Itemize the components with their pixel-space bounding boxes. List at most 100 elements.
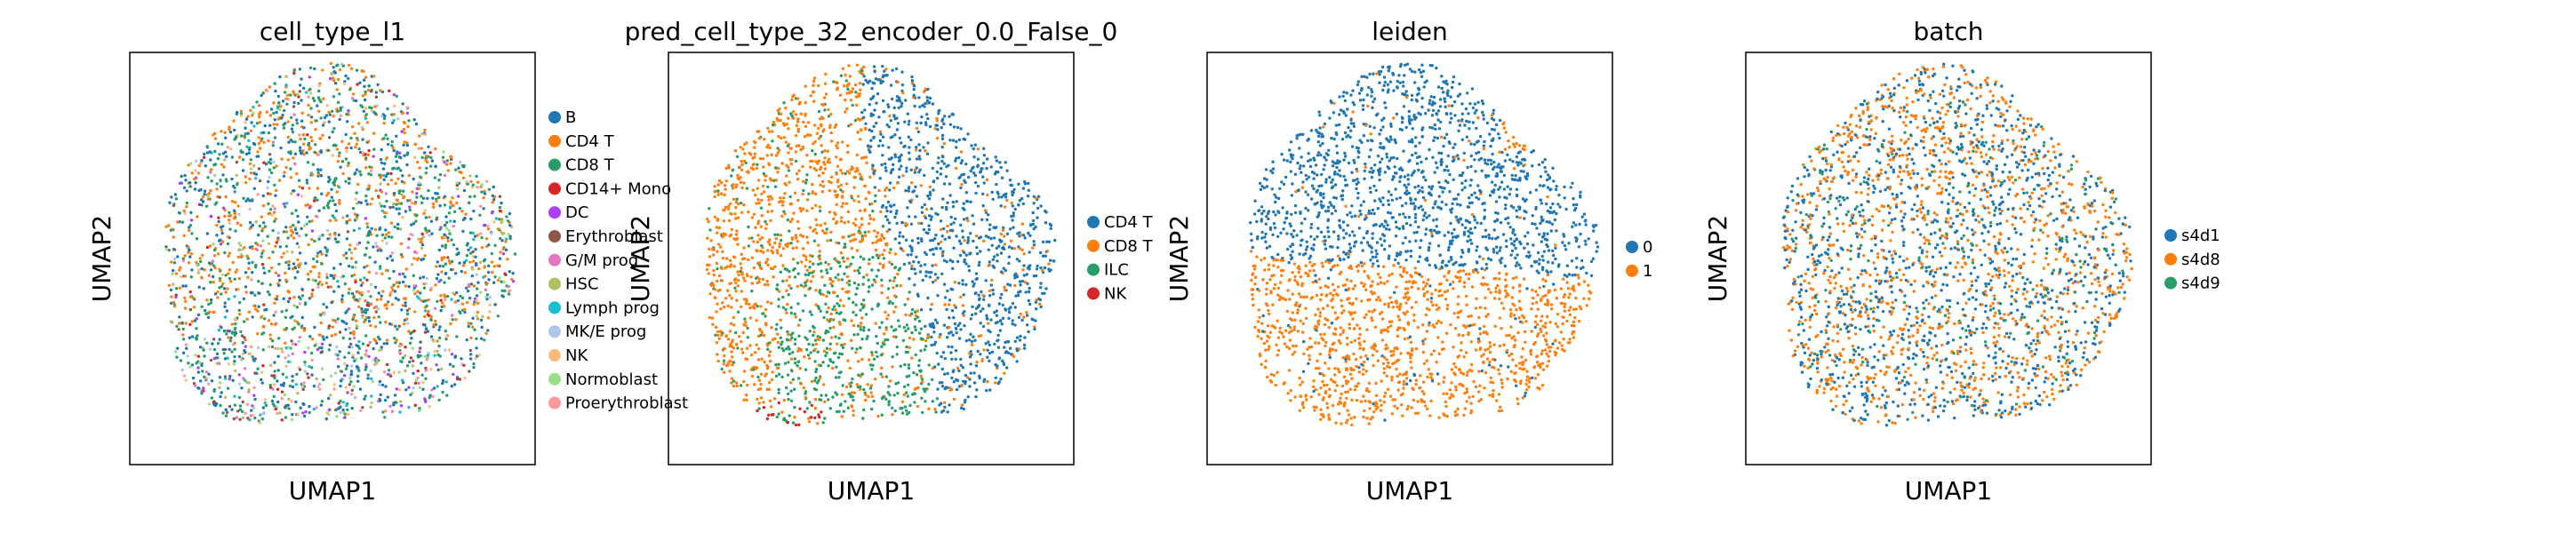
scatter-point	[352, 385, 356, 388]
scatter-point	[238, 243, 243, 247]
scatter-point	[300, 294, 305, 298]
scatter-point	[267, 242, 271, 245]
scatter-point	[339, 379, 343, 383]
scatter-point	[818, 290, 821, 294]
scatter-point	[889, 84, 893, 87]
scatter-point	[862, 184, 867, 188]
scatter-point	[988, 289, 992, 292]
scatter-point	[348, 219, 351, 222]
scatter-point	[212, 310, 215, 314]
scatter-point	[446, 256, 450, 259]
scatter-point	[329, 285, 332, 289]
scatter-point	[500, 218, 504, 221]
scatter-point	[401, 304, 404, 307]
scatter-point	[472, 365, 476, 370]
scatter-point	[244, 411, 247, 415]
scatter-point	[854, 218, 858, 221]
scatter-point	[256, 309, 260, 313]
scatter-point	[208, 150, 212, 154]
scatter-point	[777, 372, 781, 376]
scatter-point	[374, 310, 378, 314]
scatter-point	[170, 195, 173, 199]
scatter-point	[308, 270, 313, 274]
scatter-point	[734, 281, 738, 285]
scatter-point	[281, 99, 285, 103]
scatter-point	[227, 336, 230, 339]
scatter-point	[488, 295, 492, 299]
scatter-point	[287, 259, 291, 264]
scatter-point	[356, 139, 360, 142]
scatter-point	[768, 203, 772, 206]
scatter-point	[326, 237, 330, 241]
scatter-point	[467, 324, 470, 329]
scatter-point	[878, 177, 882, 180]
scatter-point	[399, 242, 404, 246]
scatter-point	[768, 146, 772, 149]
scatter-point	[757, 201, 761, 205]
scatter-point	[382, 342, 386, 346]
scatter-point	[1013, 323, 1017, 327]
scatter-point	[230, 331, 235, 335]
scatter-point	[879, 210, 883, 213]
scatter-point	[820, 275, 824, 279]
scatter-point	[460, 269, 463, 274]
scatter-point	[267, 179, 270, 184]
scatter-point	[370, 377, 373, 381]
scatter-point	[835, 365, 838, 369]
scatter-point	[293, 162, 297, 166]
scatter-point	[732, 323, 736, 327]
scatter-point	[773, 241, 777, 245]
scatter-point	[770, 413, 773, 417]
scatter-point	[212, 347, 217, 352]
scatter-point	[277, 179, 282, 182]
scatter-point	[419, 276, 422, 280]
scatter-point	[182, 234, 186, 237]
scatter-point	[1039, 282, 1043, 285]
scatter-point	[301, 411, 305, 415]
scatter-point	[379, 298, 383, 301]
scatter-point	[888, 393, 892, 397]
scatter-point	[825, 268, 828, 272]
scatter-point	[364, 354, 369, 357]
scatter-point	[284, 226, 288, 229]
scatter-point	[901, 235, 905, 239]
scatter-point	[302, 402, 306, 406]
scatter-point	[841, 384, 844, 387]
scatter-point	[862, 115, 866, 119]
scatter-point	[968, 385, 972, 388]
scatter-point	[901, 338, 906, 342]
scatter-point	[217, 329, 221, 332]
scatter-point	[767, 130, 771, 133]
scatter-point	[735, 197, 739, 201]
scatter-point	[379, 182, 382, 186]
scatter-point	[716, 333, 720, 338]
scatter-point	[808, 266, 812, 269]
scatter-point	[1028, 286, 1031, 290]
scatter-point	[354, 280, 357, 284]
scatter-point	[391, 146, 395, 149]
scatter-point	[248, 177, 252, 181]
scatter-point	[323, 312, 326, 316]
scatter-point	[334, 209, 339, 213]
scatter-point	[794, 234, 797, 237]
scatter-point	[884, 162, 887, 166]
scatter-point	[287, 397, 291, 401]
scatter-point	[256, 150, 260, 154]
scatter-point	[249, 352, 252, 355]
scatter-point	[943, 356, 948, 361]
scatter-point	[315, 406, 318, 410]
scatter-point	[932, 180, 935, 184]
scatter-point	[290, 339, 293, 343]
scatter-point	[317, 209, 321, 212]
scatter-point	[774, 362, 778, 367]
scatter-point	[756, 198, 760, 202]
scatter-point	[387, 142, 390, 147]
scatter-point	[396, 177, 400, 181]
scatter-point	[312, 257, 316, 261]
scatter-point	[456, 252, 460, 256]
scatter-point	[1027, 290, 1031, 294]
scatter-point	[771, 139, 774, 143]
scatter-point	[914, 272, 917, 275]
scatter-point	[345, 322, 348, 325]
scatter-point	[293, 227, 298, 232]
